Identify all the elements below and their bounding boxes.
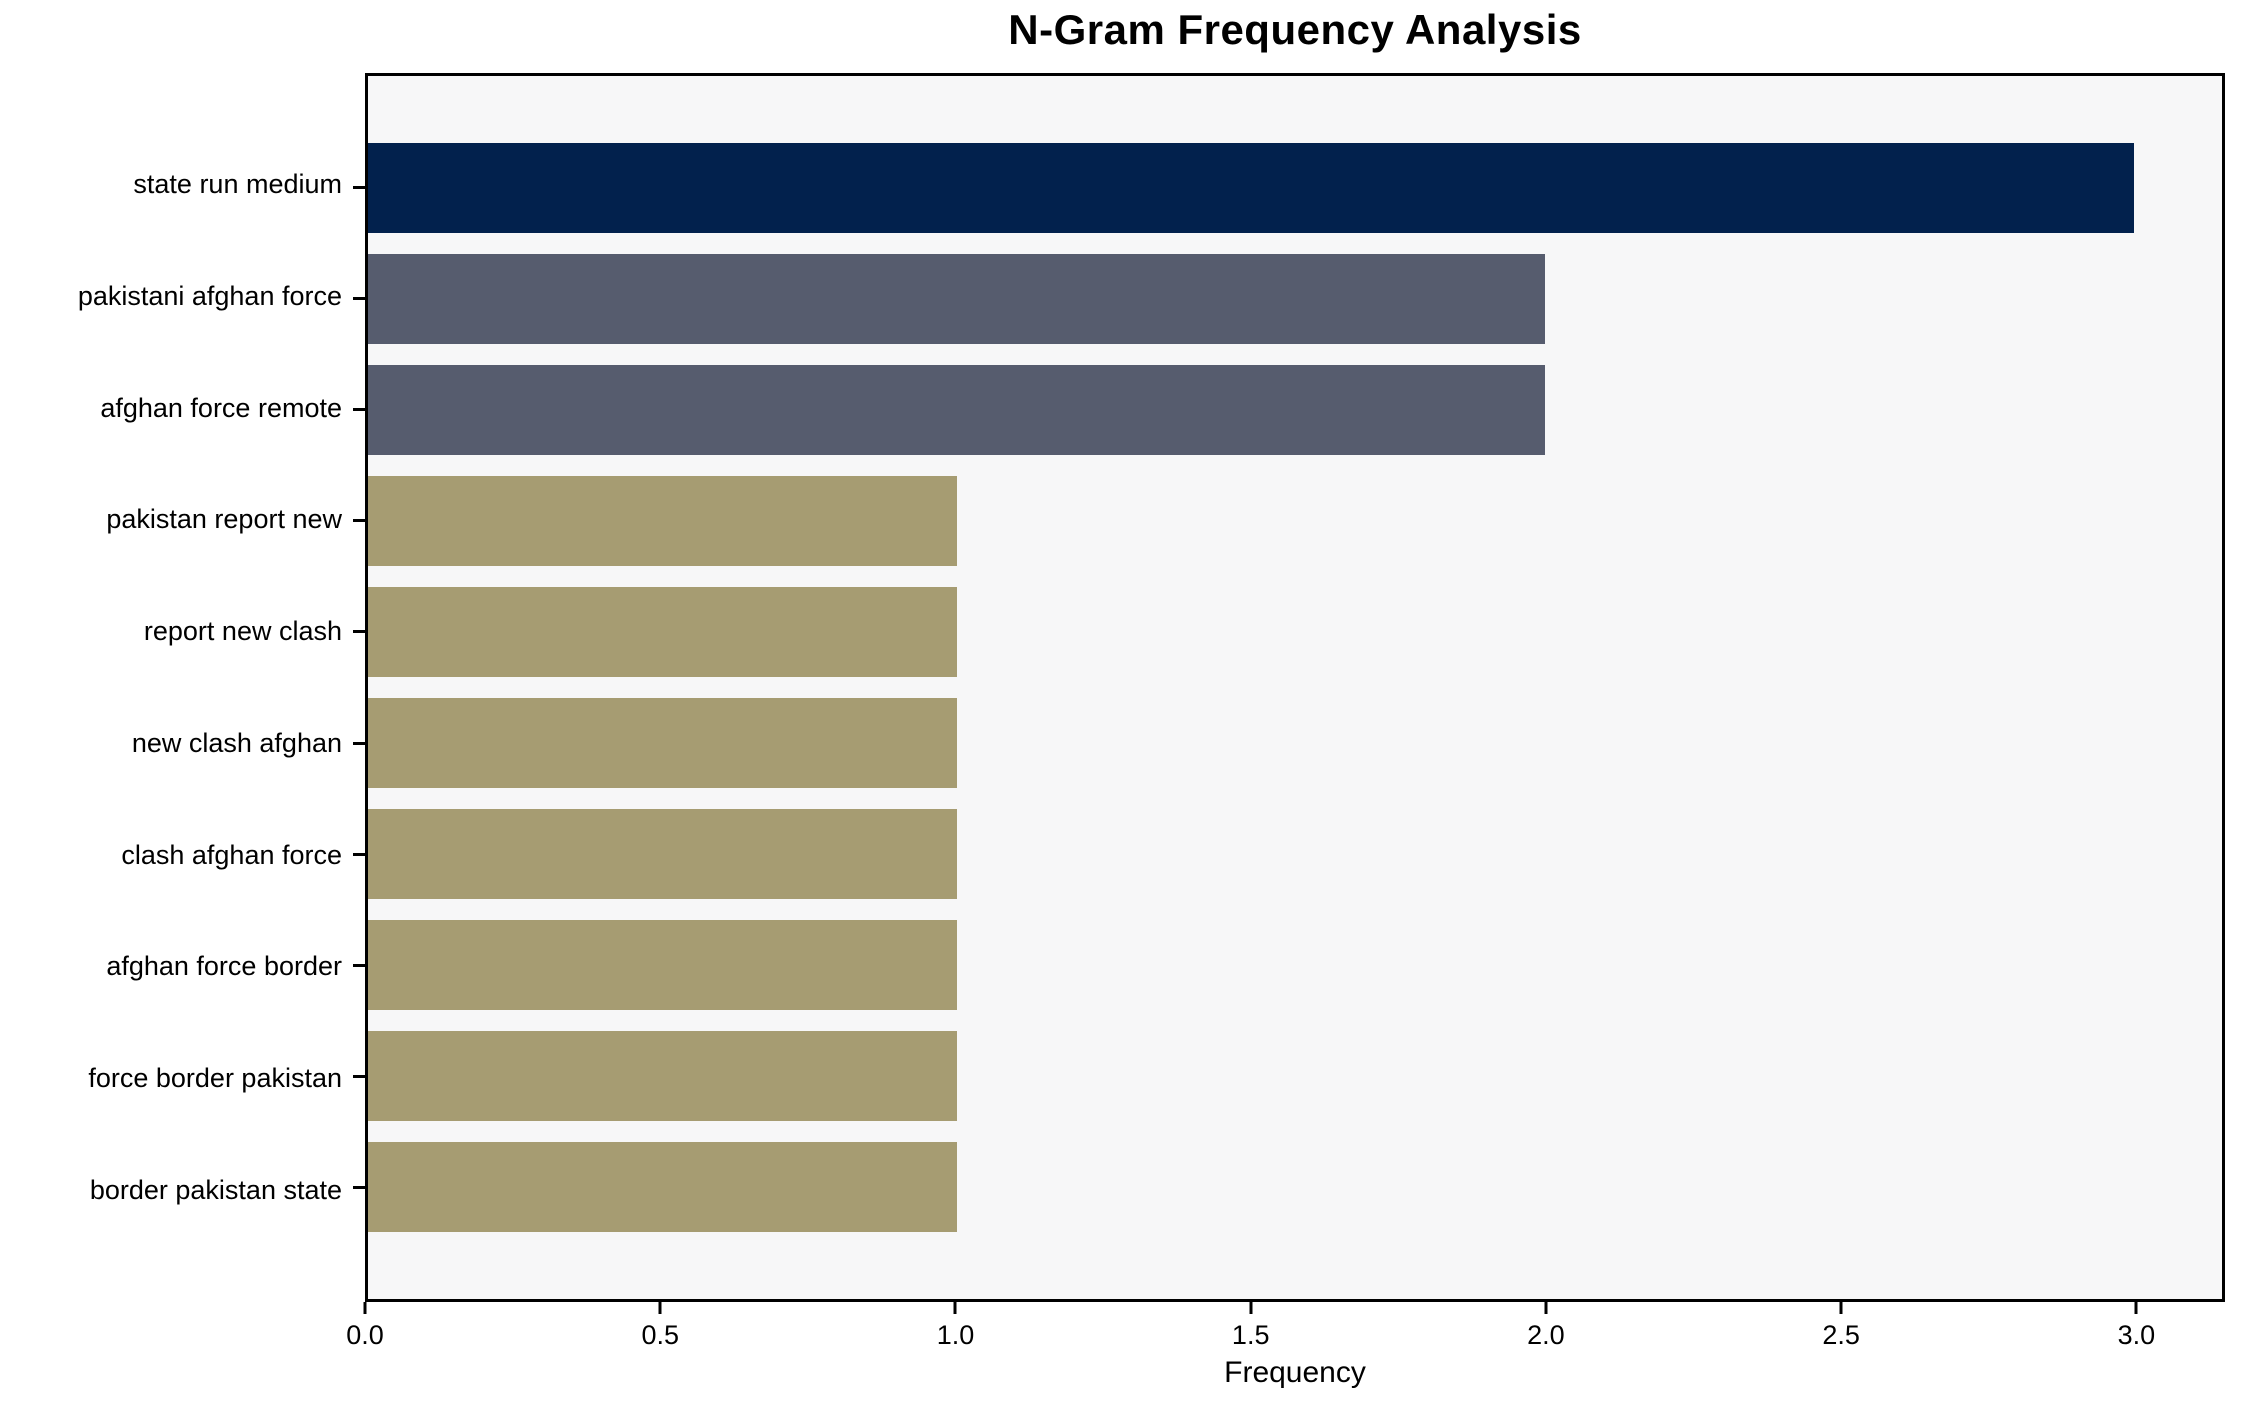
y-tick-label: clash afghan force [121, 839, 342, 870]
bar-row [353, 687, 2222, 798]
x-axis-tick [1249, 1302, 1253, 1314]
y-axis-tick [353, 1185, 365, 1189]
bar [368, 142, 2134, 233]
x-axis-tick [2134, 1302, 2138, 1314]
y-axis-tick [353, 852, 365, 856]
x-axis-label: Frequency [1224, 1356, 1366, 1389]
bar-row [353, 243, 2222, 354]
bar [368, 586, 957, 677]
bar [368, 253, 1546, 344]
x-tick-label: 2.0 [1527, 1320, 1565, 1350]
bar-row [353, 354, 2222, 465]
y-axis-tick [353, 519, 365, 523]
y-axis-tick [353, 1074, 365, 1078]
bar [368, 920, 957, 1011]
y-tick-label: report new clash [143, 616, 342, 647]
y-axis-labels: state run medium pakistani afghan force af… [0, 73, 342, 1302]
y-axis-tick [353, 408, 365, 412]
y-tick-label: force border pakistan [88, 1062, 342, 1093]
bar [368, 1031, 957, 1122]
x-tick-label: 2.5 [1822, 1320, 1860, 1350]
chart-title: N-Gram Frequency Analysis [1008, 6, 1582, 53]
y-tick-label: border pakistan state [89, 1174, 342, 1205]
y-axis-tick [353, 186, 365, 190]
bar-row [353, 910, 2222, 1021]
bar [368, 698, 957, 788]
x-tick-label: 0.5 [641, 1320, 680, 1350]
x-axis-tick [1839, 1302, 1843, 1314]
y-label-row: state run medium [0, 129, 342, 241]
x-axis-tick [953, 1302, 957, 1314]
y-tick-label: pakistan report new [106, 504, 342, 535]
y-axis-tick [353, 630, 365, 634]
x-axis-tick [1544, 1302, 1548, 1314]
y-axis-tick [353, 741, 365, 745]
y-label-row: afghan force remote [0, 352, 342, 464]
x-axis-tick [658, 1302, 662, 1314]
bars-area [353, 76, 2222, 1299]
y-label-row: afghan force border [0, 911, 342, 1023]
x-axis: 0.0 0.5 1.0 1.5 2.0 2.5 3.0 [346, 1302, 2225, 1402]
y-tick-label: afghan force border [106, 951, 342, 982]
x-tick-label: 0.0 [346, 1320, 384, 1350]
y-label-row: pakistan report new [0, 464, 342, 576]
bar [368, 809, 957, 900]
y-label-row: report new clash [0, 576, 342, 688]
bar-row [353, 465, 2222, 576]
bar-row [353, 1132, 2222, 1243]
plot-area [353, 73, 2225, 1302]
y-axis-tick [353, 297, 365, 301]
x-axis-tick [363, 1302, 367, 1314]
x-tick-label: 3.0 [2117, 1320, 2156, 1350]
y-label-row: pakistani afghan force [0, 241, 342, 353]
bar [368, 364, 1546, 455]
y-tick-label: state run medium [133, 169, 342, 200]
bar-row [353, 132, 2222, 243]
bar [368, 1142, 957, 1233]
y-tick-label: afghan force remote [100, 392, 342, 423]
y-label-row: new clash afghan [0, 688, 342, 800]
y-label-row: border pakistan state [0, 1134, 342, 1246]
x-tick-label: 1.0 [936, 1320, 975, 1350]
bar [368, 475, 957, 566]
y-tick-label: new clash afghan [131, 727, 342, 758]
bar-row [353, 576, 2222, 687]
y-tick-label: pakistani afghan force [77, 281, 342, 312]
y-label-row: clash afghan force [0, 799, 342, 911]
x-tick-label: 1.5 [1231, 1320, 1270, 1350]
y-axis-tick [353, 963, 365, 967]
y-label-row: force border pakistan [0, 1023, 342, 1135]
bar-row [353, 799, 2222, 910]
bar-row [353, 1021, 2222, 1132]
